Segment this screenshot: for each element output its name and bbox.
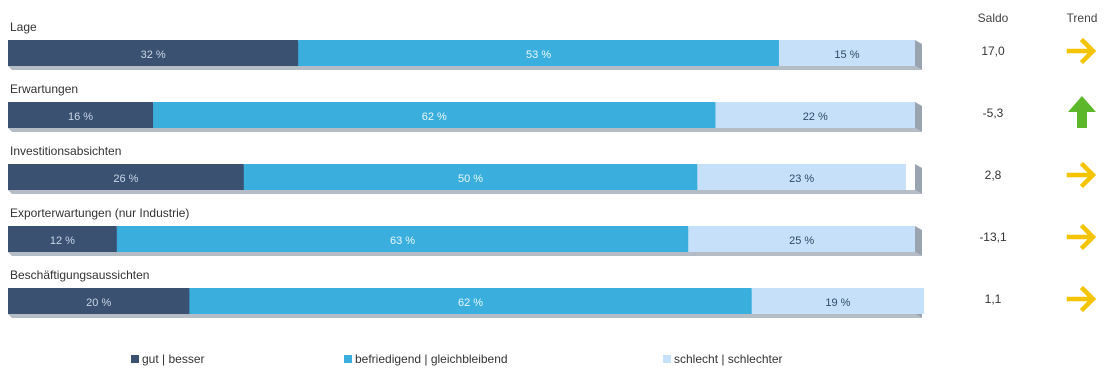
arrow-right-icon xyxy=(1066,37,1097,65)
bar-segment xyxy=(8,226,117,252)
data-label: 19 % xyxy=(825,297,850,309)
bar-segment xyxy=(8,102,154,128)
chart-row: Beschäftigungsaussichten 20 % 62 % 19 % 1,1 xyxy=(8,268,1097,318)
category-label: Erwartungen xyxy=(10,82,78,96)
bar-side-shadow xyxy=(915,102,922,132)
data-label: 63 % xyxy=(390,235,415,247)
data-label: 25 % xyxy=(789,235,814,247)
bar-segment xyxy=(697,164,906,190)
legend-swatch xyxy=(344,355,352,363)
category-label: Investitionsabsichten xyxy=(10,144,121,158)
data-label: 62 % xyxy=(422,111,447,123)
legend-swatch xyxy=(663,355,671,363)
legend-item: befriedigend | gleichbleibend xyxy=(344,352,508,366)
saldo-value: 2,8 xyxy=(985,168,1002,182)
bar-bottom-shadow xyxy=(8,314,922,318)
bar-bottom-shadow xyxy=(8,190,922,194)
bar-segment xyxy=(153,102,716,128)
category-label: Beschäftigungsaussichten xyxy=(10,268,149,282)
chart-row: Erwartungen 16 % 62 % 22 % -5,3 xyxy=(8,82,1096,132)
legend-label: befriedigend | gleichbleibend xyxy=(355,352,508,366)
legend-swatch xyxy=(131,355,139,363)
bar-segment xyxy=(8,164,244,190)
data-label: 23 % xyxy=(789,173,814,185)
arrow-right-icon xyxy=(1066,285,1097,313)
bar-segment xyxy=(116,226,689,252)
saldo-value: -5,3 xyxy=(983,106,1004,120)
arrow-up-icon xyxy=(1068,96,1096,128)
category-label: Exporterwartungen (nur Industrie) xyxy=(10,206,189,220)
bar-segment xyxy=(189,288,752,314)
bar-segment xyxy=(8,288,190,314)
bar-segment xyxy=(298,40,779,66)
data-label: 20 % xyxy=(86,297,111,309)
trend-header: Trend xyxy=(1067,11,1098,25)
arrow-right-icon xyxy=(1066,161,1097,189)
legend-item: schlecht | schlechter xyxy=(663,352,783,366)
arrow-right-icon xyxy=(1066,223,1097,251)
data-label: 32 % xyxy=(141,49,166,61)
data-label: 15 % xyxy=(834,49,859,61)
bar-segment xyxy=(715,102,915,128)
data-label: 16 % xyxy=(68,111,93,123)
data-label: 62 % xyxy=(458,297,483,309)
legend-label: schlecht | schlechter xyxy=(674,352,783,366)
bar-segment xyxy=(778,40,915,66)
bar-bottom-shadow xyxy=(8,66,922,70)
bar-segment xyxy=(751,288,925,314)
chart-row: Investitionsabsichten 26 % 50 % 23 % 2,8 xyxy=(8,144,1097,194)
bar-segment xyxy=(243,164,698,190)
bar-side-shadow xyxy=(915,164,922,194)
saldo-value: -13,1 xyxy=(979,230,1007,244)
chart-row: Lage 32 % 53 % 15 % 17,0 xyxy=(8,20,1097,70)
bar-side-shadow xyxy=(915,40,922,70)
bar-side-shadow xyxy=(915,226,922,256)
data-label: 50 % xyxy=(458,173,483,185)
legend-item: gut | besser xyxy=(131,352,204,366)
saldo-header: Saldo xyxy=(978,11,1009,25)
data-label: 12 % xyxy=(50,235,75,247)
legend-label: gut | besser xyxy=(142,352,204,366)
bar-bottom-shadow xyxy=(8,252,922,256)
chart-row: Exporterwartungen (nur Industrie) 12 % 63 … xyxy=(8,206,1097,256)
category-label: Lage xyxy=(10,20,37,34)
data-label: 53 % xyxy=(526,49,551,61)
data-label: 22 % xyxy=(803,111,828,123)
bar-segment xyxy=(8,40,299,66)
saldo-value: 1,1 xyxy=(985,292,1002,306)
saldo-value: 17,0 xyxy=(981,44,1005,58)
data-label: 26 % xyxy=(113,173,138,185)
bar-bottom-shadow xyxy=(8,128,922,132)
bar-segment xyxy=(688,226,915,252)
